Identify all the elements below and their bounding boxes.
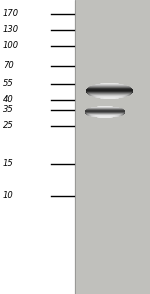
Text: 170: 170 (3, 9, 19, 19)
Bar (0, 0, 75, 294)
Text: 25: 25 (3, 121, 14, 131)
Text: 10: 10 (3, 191, 14, 201)
Text: 130: 130 (3, 26, 19, 34)
Text: 15: 15 (3, 160, 14, 168)
Bar (75, 0, 150, 294)
Text: 55: 55 (3, 79, 14, 88)
Text: 35: 35 (3, 106, 14, 114)
Text: 70: 70 (3, 61, 14, 71)
Text: 40: 40 (3, 96, 14, 104)
Text: 100: 100 (3, 41, 19, 51)
